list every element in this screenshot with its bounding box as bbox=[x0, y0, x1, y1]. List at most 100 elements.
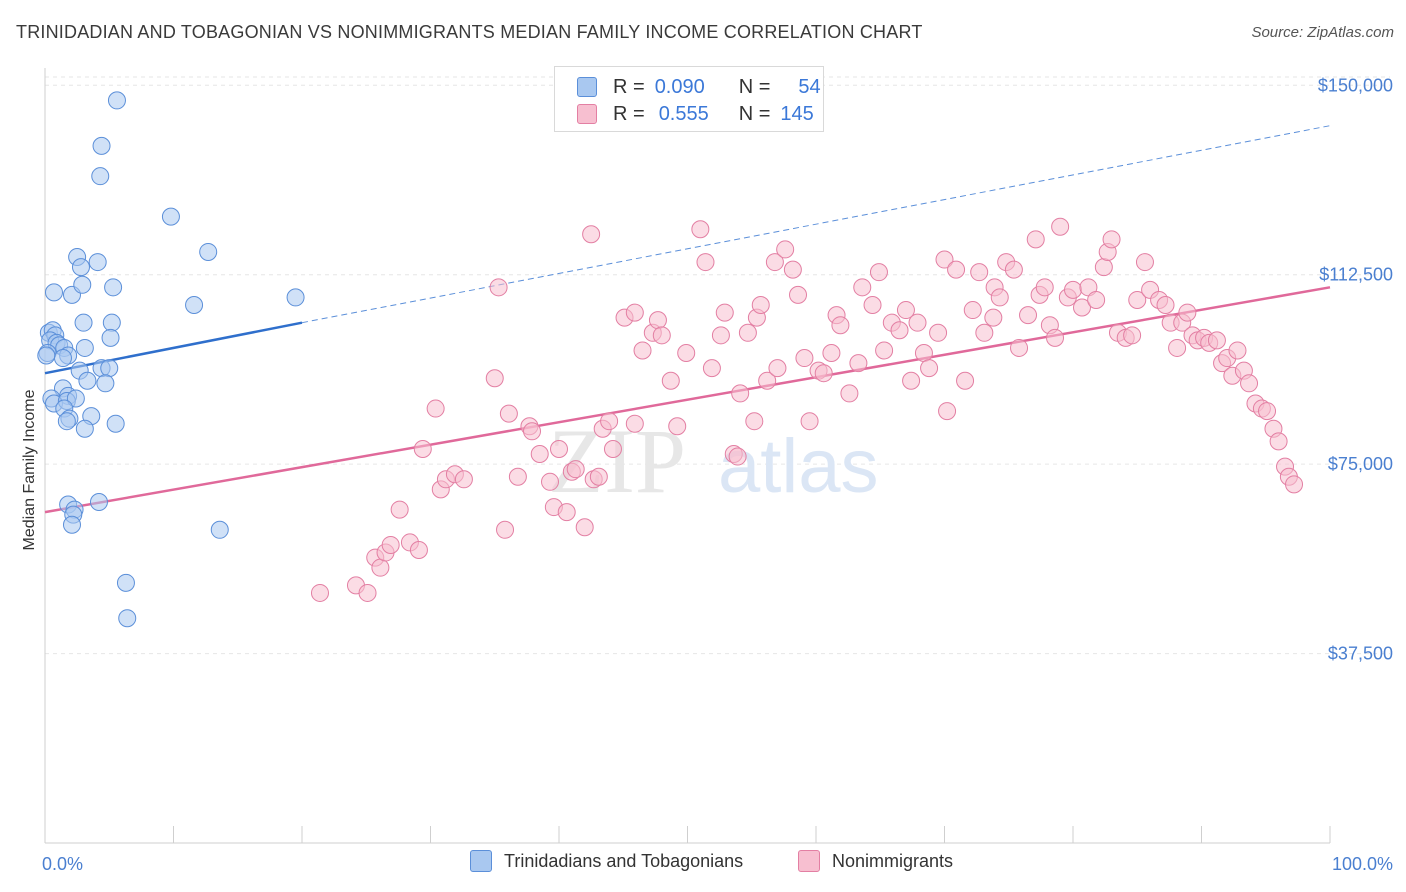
data-point-trinidadian bbox=[62, 515, 81, 534]
data-point-trinidadian bbox=[104, 278, 123, 297]
data-point-nonimmigrant bbox=[935, 250, 954, 269]
data-point-nonimmigrant bbox=[508, 467, 527, 486]
trend-line-extension bbox=[301, 125, 1331, 324]
y-tick-label: $150,000 bbox=[1318, 75, 1393, 95]
data-point-nonimmigrant bbox=[1094, 258, 1113, 277]
data-point-nonimmigrant bbox=[633, 341, 652, 360]
data-point-nonimmigrant bbox=[691, 220, 710, 239]
data-point-trinidadian bbox=[53, 349, 72, 368]
data-point-nonimmigrant bbox=[575, 518, 594, 537]
x-tick-label-min: 0.0% bbox=[42, 854, 83, 874]
data-point-nonimmigrant bbox=[947, 260, 966, 279]
data-point-nonimmigrant bbox=[409, 541, 428, 560]
data-point-nonimmigrant bbox=[963, 301, 982, 320]
data-point-nonimmigrant bbox=[485, 369, 504, 388]
y-tick-label: $112,500 bbox=[1319, 265, 1393, 285]
data-point-nonimmigrant bbox=[902, 371, 921, 390]
data-point-nonimmigrant bbox=[920, 359, 939, 378]
data-point-nonimmigrant bbox=[1010, 338, 1029, 357]
bottom-legend-label: Nonimmigrants bbox=[832, 850, 954, 871]
data-point-nonimmigrant bbox=[566, 460, 585, 479]
data-point-trinidadian bbox=[106, 414, 125, 433]
data-point-nonimmigrant bbox=[661, 371, 680, 390]
data-point-trinidadian bbox=[161, 207, 180, 226]
watermark-atlas: atlas bbox=[718, 424, 879, 509]
legend-n-value: 54 bbox=[798, 75, 821, 98]
trend-line bbox=[44, 321, 303, 375]
legend-r-value: 0.555 bbox=[658, 102, 709, 125]
data-point-nonimmigrant bbox=[702, 359, 721, 378]
source-label: Source: ZipAtlas.com bbox=[1251, 24, 1394, 41]
y-tick-label: $75,000 bbox=[1328, 454, 1393, 474]
data-point-trinidadian bbox=[57, 412, 76, 431]
data-point-nonimmigrant bbox=[758, 371, 777, 390]
data-point-trinidadian bbox=[75, 338, 94, 357]
data-point-nonimmigrant bbox=[454, 470, 473, 489]
data-point-nonimmigrant bbox=[1269, 432, 1288, 451]
watermark-zip: ZIP bbox=[548, 410, 686, 512]
data-point-nonimmigrant bbox=[1026, 230, 1045, 249]
data-point-trinidadian bbox=[91, 167, 110, 186]
data-point-trinidadian bbox=[102, 313, 121, 332]
data-point-trinidadian bbox=[101, 328, 120, 347]
data-point-trinidadian bbox=[71, 258, 90, 277]
data-point-nonimmigrant bbox=[795, 349, 814, 368]
data-point-nonimmigrant bbox=[869, 263, 888, 282]
legend-swatch-blue bbox=[577, 77, 597, 97]
legend-n-label: N = bbox=[738, 102, 771, 125]
data-point-nonimmigrant bbox=[765, 253, 784, 272]
data-point-trinidadian bbox=[73, 275, 92, 294]
data-point-trinidadian bbox=[107, 91, 126, 110]
data-point-trinidadian bbox=[185, 296, 204, 315]
data-point-nonimmigrant bbox=[896, 301, 915, 320]
data-point-nonimmigrant bbox=[489, 278, 508, 297]
data-point-nonimmigrant bbox=[358, 583, 377, 602]
data-point-nonimmigrant bbox=[1087, 290, 1106, 309]
data-point-trinidadian bbox=[100, 359, 119, 378]
data-point-nonimmigrant bbox=[557, 503, 576, 522]
data-point-nonimmigrant bbox=[731, 384, 750, 403]
data-point-trinidadian bbox=[66, 389, 85, 408]
data-point-nonimmigrant bbox=[523, 422, 542, 441]
legend: R = 0.090 N = 54 R = 0.555 N = 145 bbox=[554, 66, 824, 132]
data-point-nonimmigrant bbox=[738, 323, 757, 342]
data-points bbox=[37, 91, 1304, 628]
data-point-nonimmigrant bbox=[541, 472, 560, 491]
data-point-nonimmigrant bbox=[783, 260, 802, 279]
data-point-nonimmigrant bbox=[652, 326, 671, 345]
data-point-nonimmigrant bbox=[840, 384, 859, 403]
data-point-nonimmigrant bbox=[1072, 298, 1091, 317]
data-point-trinidadian bbox=[118, 609, 137, 628]
data-point-trinidadian bbox=[199, 242, 218, 261]
data-point-nonimmigrant bbox=[1135, 253, 1154, 272]
y-axis-label: Median Family Income bbox=[21, 389, 38, 550]
data-point-nonimmigrant bbox=[426, 399, 445, 418]
data-point-trinidadian bbox=[210, 520, 229, 539]
data-point-trinidadian bbox=[116, 573, 135, 592]
data-point-nonimmigrant bbox=[1168, 338, 1187, 357]
data-point-nonimmigrant bbox=[1123, 326, 1142, 345]
data-point-nonimmigrant bbox=[789, 285, 808, 304]
data-point-nonimmigrant bbox=[600, 412, 619, 431]
data-point-nonimmigrant bbox=[822, 343, 841, 362]
data-point-nonimmigrant bbox=[668, 417, 687, 436]
data-point-nonimmigrant bbox=[499, 404, 518, 423]
axes bbox=[44, 68, 1331, 844]
data-point-nonimmigrant bbox=[648, 311, 667, 330]
data-point-nonimmigrant bbox=[625, 303, 644, 322]
data-point-nonimmigrant bbox=[711, 326, 730, 345]
data-point-nonimmigrant bbox=[863, 296, 882, 315]
data-point-trinidadian bbox=[37, 346, 56, 365]
data-point-nonimmigrant bbox=[1102, 230, 1121, 249]
data-point-nonimmigrant bbox=[849, 354, 868, 373]
bottom-legend-nonimmigrants: Nonimmigrants bbox=[798, 850, 953, 872]
data-point-nonimmigrant bbox=[550, 439, 568, 458]
bottom-legend-label: Trinidadians and Tobagonians bbox=[504, 850, 744, 871]
bottom-legend-swatch-pink bbox=[798, 850, 820, 872]
data-point-trinidadian bbox=[75, 419, 94, 438]
data-point-nonimmigrant bbox=[984, 308, 1003, 327]
data-point-nonimmigrant bbox=[768, 359, 787, 378]
data-point-nonimmigrant bbox=[371, 558, 390, 577]
trend-lines bbox=[44, 125, 1331, 514]
